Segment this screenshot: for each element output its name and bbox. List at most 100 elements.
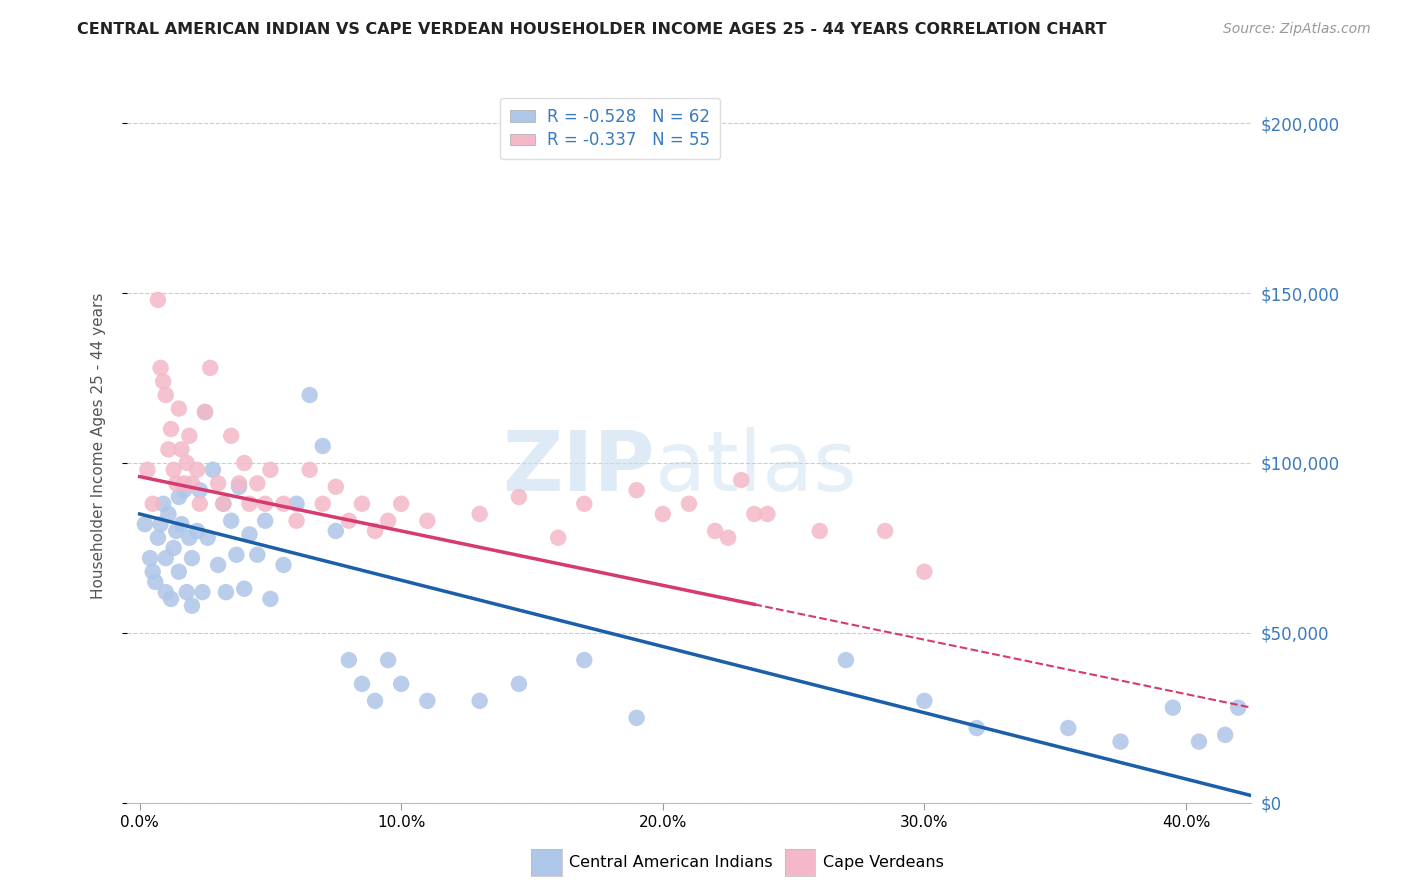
Point [152, 375, 174, 389]
Point [143, 574, 166, 589]
Point [149, 517, 172, 532]
Point [574, 497, 596, 511]
Text: Cape Verdeans: Cape Verdeans [823, 855, 943, 870]
Point [966, 721, 988, 735]
Y-axis label: Householder Income Ages 25 - 44 years: Householder Income Ages 25 - 44 years [91, 293, 105, 599]
Point [181, 476, 204, 491]
Point [170, 442, 193, 457]
Point [1227, 700, 1250, 714]
Point [912, 565, 935, 579]
Point [146, 531, 169, 545]
Point [337, 514, 360, 528]
Point [626, 711, 648, 725]
Point [704, 524, 727, 538]
Point [188, 497, 211, 511]
Point [1109, 734, 1132, 748]
Point [200, 360, 222, 375]
Point [912, 694, 935, 708]
Point [207, 476, 229, 491]
Point [173, 476, 195, 491]
Point [377, 653, 399, 667]
Point [808, 524, 831, 538]
Point [325, 524, 347, 538]
Point [508, 490, 530, 504]
Point [238, 527, 260, 541]
Point [259, 591, 281, 606]
Point [1213, 728, 1236, 742]
Point [350, 677, 373, 691]
Point [350, 497, 373, 511]
Text: atlas: atlas [655, 427, 856, 508]
Point [152, 497, 174, 511]
Point [176, 456, 198, 470]
Point [181, 551, 204, 566]
Text: CENTRAL AMERICAN INDIAN VS CAPE VERDEAN HOUSEHOLDER INCOME AGES 25 - 44 YEARS CO: CENTRAL AMERICAN INDIAN VS CAPE VERDEAN … [77, 22, 1107, 37]
Point [468, 694, 491, 708]
Point [162, 541, 184, 555]
Point [246, 476, 269, 491]
Text: Central American Indians: Central American Indians [569, 855, 773, 870]
Point [165, 524, 187, 538]
Point [1057, 721, 1080, 735]
Point [173, 483, 195, 498]
Point [194, 405, 217, 419]
Point [364, 694, 387, 708]
Legend: R = -0.528   N = 62, R = -0.337   N = 55: R = -0.528 N = 62, R = -0.337 N = 55 [501, 97, 720, 160]
Point [233, 582, 256, 596]
Point [157, 507, 180, 521]
Point [337, 653, 360, 667]
Point [273, 497, 295, 511]
Point [155, 388, 177, 402]
Point [215, 585, 238, 599]
Point [416, 514, 439, 528]
Point [1161, 700, 1184, 714]
Point [142, 565, 165, 579]
Point [219, 514, 242, 528]
Point [312, 497, 335, 511]
Point [155, 551, 177, 566]
Point [157, 442, 180, 457]
Point [197, 531, 219, 545]
Point [179, 531, 201, 545]
Point [389, 497, 412, 511]
Point [259, 463, 281, 477]
Point [298, 388, 321, 402]
Point [744, 507, 766, 521]
Point [191, 585, 214, 599]
Point [416, 694, 439, 708]
Point [176, 585, 198, 599]
Point [273, 558, 295, 572]
Point [219, 429, 242, 443]
Point [160, 591, 183, 606]
Point [146, 293, 169, 307]
Point [139, 551, 162, 566]
Point [186, 463, 208, 477]
Point [186, 524, 208, 538]
Point [201, 463, 224, 477]
Point [730, 473, 752, 487]
Point [651, 507, 673, 521]
Point [142, 497, 165, 511]
Point [468, 507, 491, 521]
Point [508, 677, 530, 691]
Text: ZIP: ZIP [503, 427, 655, 508]
Point [179, 429, 201, 443]
Point [225, 548, 247, 562]
Point [160, 422, 183, 436]
Point [228, 480, 250, 494]
Point [1188, 734, 1211, 748]
Point [717, 531, 740, 545]
Point [207, 558, 229, 572]
Text: Source: ZipAtlas.com: Source: ZipAtlas.com [1223, 22, 1371, 37]
Point [228, 476, 250, 491]
Point [547, 531, 569, 545]
Point [136, 463, 159, 477]
Point [835, 653, 858, 667]
Point [194, 405, 217, 419]
Point [188, 483, 211, 498]
Point [170, 517, 193, 532]
Point [574, 653, 596, 667]
Point [181, 599, 204, 613]
Point [212, 497, 235, 511]
Point [212, 497, 235, 511]
